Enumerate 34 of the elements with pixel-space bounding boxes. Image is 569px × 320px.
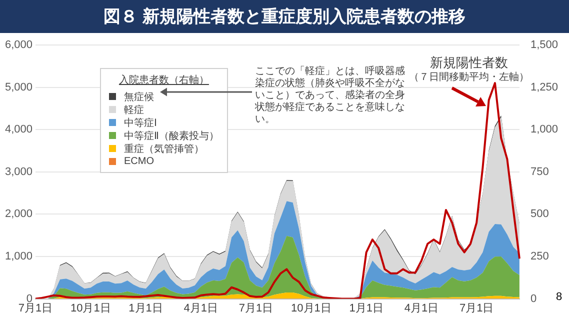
- legend-label: 中等症Ⅰ: [124, 116, 157, 130]
- chart-title: 図８ 新規陽性者数と重症度別入院患者数の推移: [0, 0, 569, 33]
- text: 8: [556, 291, 562, 303]
- x-tick-label: 4月1日: [404, 302, 439, 314]
- legend-label: ECMO: [124, 156, 154, 167]
- y-tick-label: 6,000: [4, 39, 33, 52]
- y2-tick-label: 750: [530, 166, 549, 178]
- legend-title: 入院患者数（右軸）: [118, 74, 210, 87]
- y-tick-label: 2,000: [4, 208, 33, 220]
- y-tick-label: 5,000: [4, 81, 33, 94]
- y2-tick-label: 0: [530, 292, 537, 305]
- x-tick-label: 1月1日: [128, 302, 163, 314]
- legend-label: 中等症Ⅱ（酸素投与）: [124, 130, 219, 142]
- y2-tick-label: 1,000: [530, 124, 558, 136]
- x-tick-label: 1月1日: [349, 302, 384, 314]
- x-tick-label: 4月1日: [184, 302, 218, 314]
- legend-label: 軽症: [124, 104, 144, 116]
- y2-tick-label: 250: [530, 250, 549, 263]
- annotation: ここでの「軽症」とは、呼吸器感染症の状態（肺炎や呼吸不全がないこと）であって、感染者の全身状態が軽症であることを意味しない。: [255, 66, 405, 126]
- x-tick-label: 10月1日: [291, 302, 332, 314]
- x-tick-label: 7月1日: [459, 302, 494, 314]
- y2-tick-label: 1,500: [530, 39, 558, 52]
- legend-label: 重症（気管挿管）: [124, 142, 204, 156]
- y2-tick-label: 500: [530, 208, 549, 220]
- y2-tick-label: 1,250: [530, 81, 558, 94]
- y-tick-label: 1,000: [4, 250, 33, 263]
- y-tick-label: 4,000: [4, 124, 33, 136]
- y-tick-label: 3,000: [4, 166, 33, 178]
- legend-label: 無症候: [124, 90, 154, 104]
- x-tick-label: 7月1日: [238, 302, 274, 314]
- annotation: （７日間移動平均・左軸）: [408, 72, 530, 84]
- x-tick-label: 10月1日: [70, 302, 111, 314]
- series-label: 新規陽性者数: [429, 55, 508, 70]
- x-tick-label: 7月1日: [18, 302, 53, 314]
